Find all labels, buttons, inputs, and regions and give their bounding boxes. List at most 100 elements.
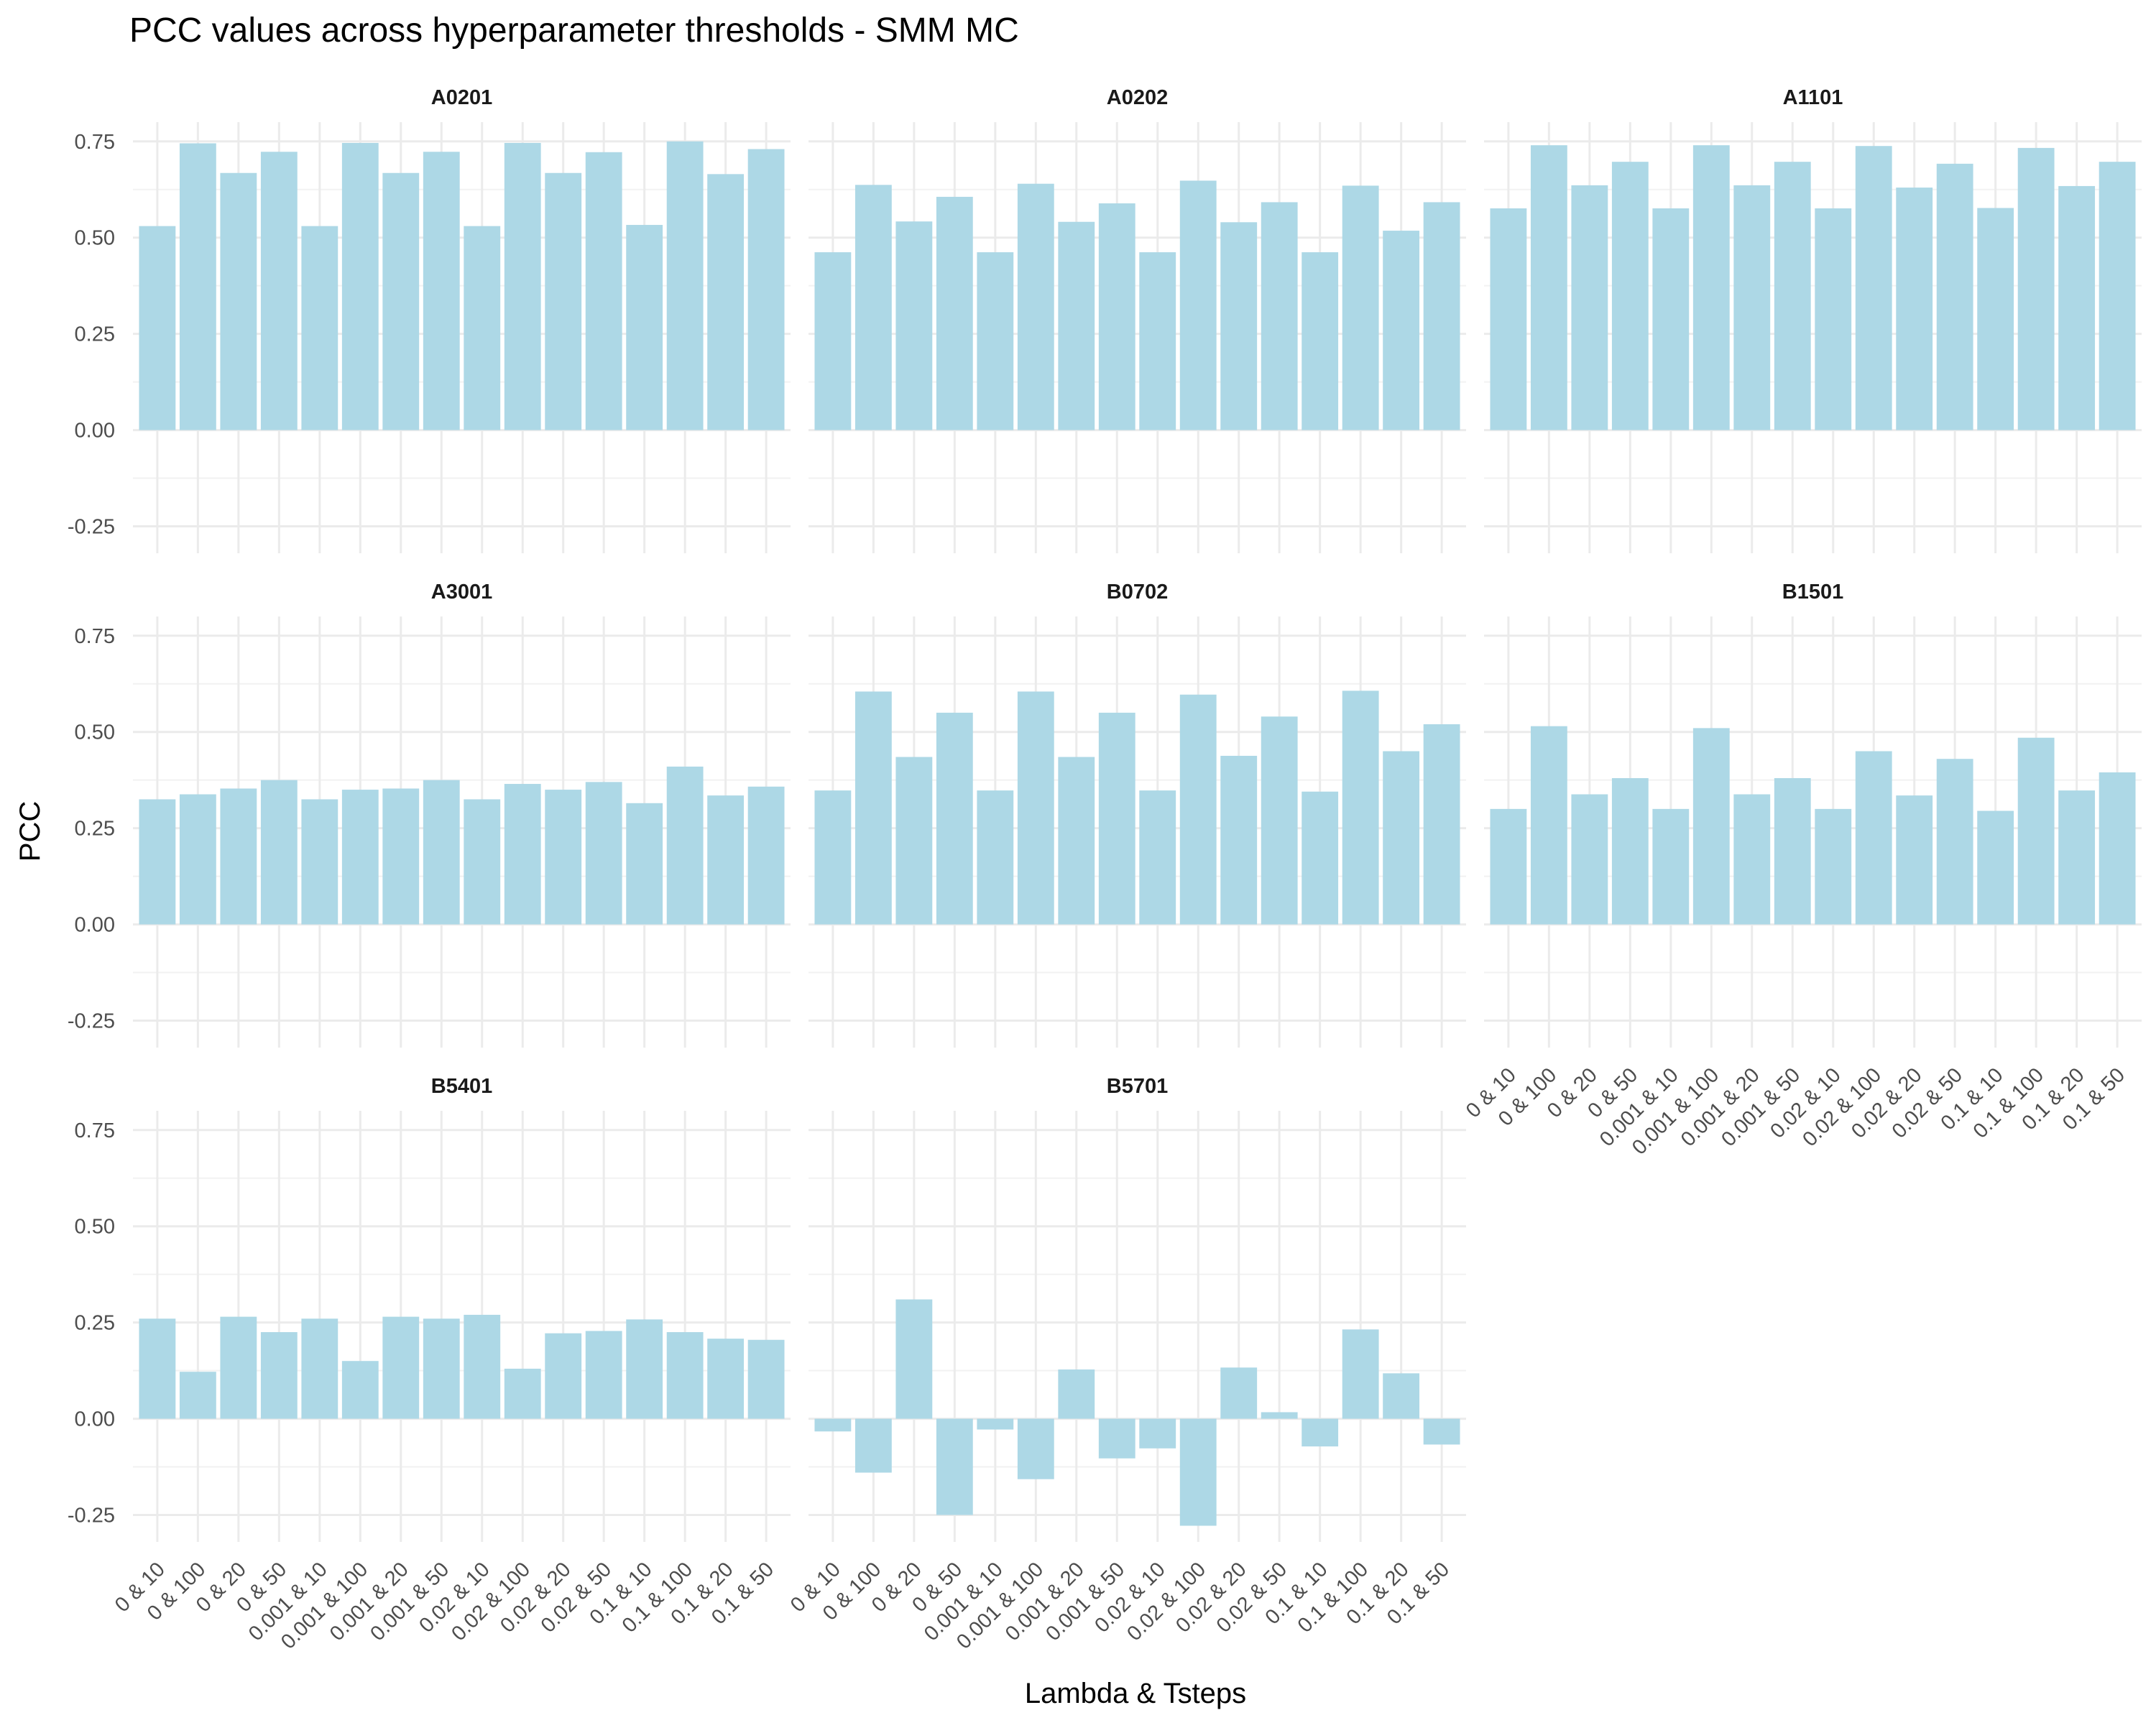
bar xyxy=(1490,808,1527,925)
bar xyxy=(139,226,176,430)
bar xyxy=(1977,208,2014,430)
bar xyxy=(341,790,379,925)
bar xyxy=(1139,252,1176,430)
bar xyxy=(220,788,257,925)
bar xyxy=(1977,810,2014,925)
bar xyxy=(341,1361,379,1419)
bar xyxy=(1220,1367,1258,1419)
bar xyxy=(895,221,933,430)
bar xyxy=(1423,1418,1460,1445)
panel-title: B0702 xyxy=(1107,581,1168,604)
bar xyxy=(936,712,973,925)
bar xyxy=(423,152,460,430)
panel-title: A3001 xyxy=(431,581,492,604)
y-tick-label: 0.00 xyxy=(75,914,115,937)
bar xyxy=(260,152,298,430)
y-tick-label: 0.00 xyxy=(75,420,115,443)
bar xyxy=(1733,185,1771,430)
y-tick-label: -0.25 xyxy=(68,516,115,539)
bar xyxy=(382,172,420,430)
bar xyxy=(220,172,257,430)
bar xyxy=(977,790,1014,925)
bar xyxy=(260,1332,298,1419)
bar xyxy=(707,795,745,925)
bar xyxy=(1058,1369,1095,1419)
bar xyxy=(382,788,420,925)
bar xyxy=(1652,808,1690,925)
bar xyxy=(854,1418,892,1473)
bar xyxy=(1815,208,1852,430)
y-tick-label: 0.75 xyxy=(75,1119,115,1142)
y-tick-label: -0.25 xyxy=(68,1010,115,1033)
panel-title: B5701 xyxy=(1107,1075,1168,1098)
bar xyxy=(423,780,460,925)
bar xyxy=(1017,1418,1054,1479)
bar xyxy=(585,1331,622,1419)
y-tick-label: 0.50 xyxy=(75,721,115,744)
bar xyxy=(2099,772,2136,925)
bar xyxy=(260,780,298,925)
bar xyxy=(1261,716,1298,925)
panel-title: B5401 xyxy=(431,1075,492,1098)
bar xyxy=(1220,755,1258,925)
bar xyxy=(1261,1412,1298,1419)
bar xyxy=(814,1418,852,1432)
bar xyxy=(1936,163,1973,430)
bar xyxy=(1896,188,1933,430)
bar xyxy=(1774,778,1811,925)
bar xyxy=(1855,751,1892,925)
bar xyxy=(1530,726,1567,925)
x-axis-title: Lambda & Tsteps xyxy=(1025,1678,1246,1709)
y-tick-label: 0.50 xyxy=(75,1216,115,1239)
bar xyxy=(1611,778,1649,925)
y-tick-label: -0.25 xyxy=(68,1505,115,1528)
bar xyxy=(464,799,501,925)
bar xyxy=(1058,221,1095,430)
panel-A0201: A0201 -0.25 0.00 0.25 0.50 0.75 xyxy=(68,86,791,553)
bar xyxy=(854,185,892,430)
bar xyxy=(139,799,176,925)
bar xyxy=(1017,183,1054,430)
panel-B0702: B0702 xyxy=(808,581,1466,1048)
bar xyxy=(1423,202,1460,430)
bar xyxy=(179,143,216,430)
bar xyxy=(585,152,622,430)
bar xyxy=(1017,691,1054,925)
bar xyxy=(666,766,704,925)
bar xyxy=(626,225,663,430)
bar xyxy=(1692,145,1730,430)
bar xyxy=(2058,790,2096,925)
bar xyxy=(139,1318,176,1419)
y-tick-label: 0.75 xyxy=(75,625,115,648)
bar xyxy=(1139,1418,1176,1449)
bar xyxy=(2017,147,2055,430)
bar xyxy=(464,1314,501,1419)
bar xyxy=(1302,791,1339,925)
bar xyxy=(301,799,338,925)
y-tick-label: 0.75 xyxy=(75,131,115,154)
bar xyxy=(1936,759,1973,925)
bar xyxy=(1490,208,1527,430)
panel-title: A1101 xyxy=(1783,86,1843,109)
bar xyxy=(504,1368,541,1419)
y-tick-label: 0.00 xyxy=(75,1408,115,1431)
bar xyxy=(666,1332,704,1419)
bar xyxy=(1098,712,1135,925)
bar xyxy=(1383,1373,1420,1419)
panel-A0202: A0202 xyxy=(808,86,1466,553)
bar xyxy=(1302,252,1339,430)
bar xyxy=(1611,162,1649,430)
panel-title: A0202 xyxy=(1107,86,1168,109)
bar xyxy=(1342,690,1379,925)
bar xyxy=(1855,146,1892,430)
bar xyxy=(1733,794,1771,925)
bar xyxy=(814,790,852,925)
bar xyxy=(545,1333,582,1419)
bar xyxy=(1179,1418,1217,1526)
bar xyxy=(2058,185,2096,430)
bar xyxy=(626,1319,663,1419)
panel-title: B1501 xyxy=(1782,581,1843,604)
bar xyxy=(382,1316,420,1419)
bar xyxy=(1098,203,1135,430)
